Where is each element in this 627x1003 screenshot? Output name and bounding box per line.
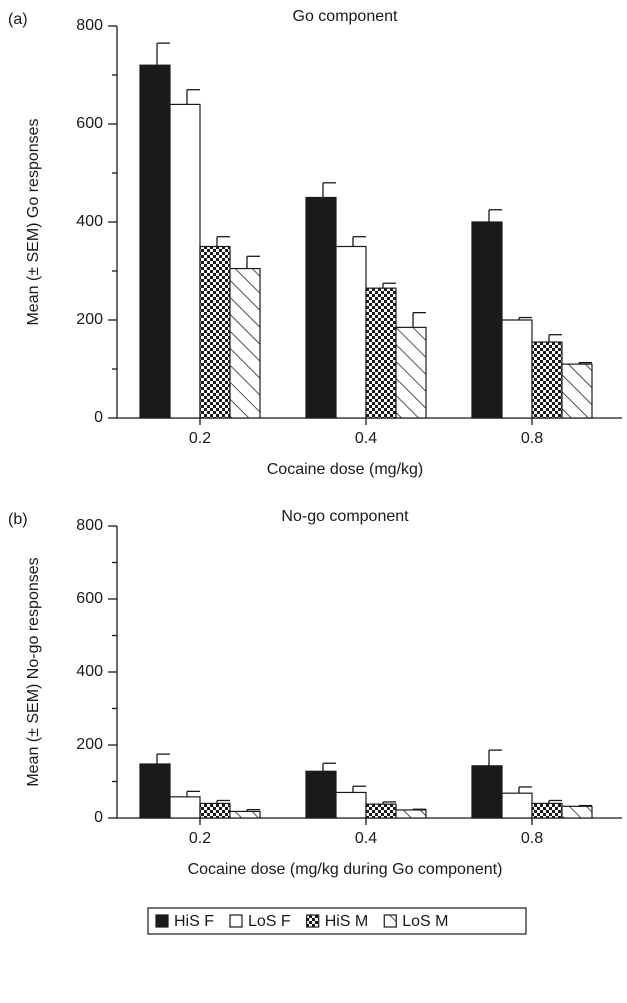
- y-tick-label: 800: [76, 17, 103, 34]
- bar: [305, 196, 337, 419]
- bar: [229, 810, 261, 819]
- bar: [139, 763, 171, 819]
- legend-swatch: [155, 914, 169, 928]
- x-tick-label: 0.8: [521, 830, 543, 847]
- bar: [501, 319, 533, 419]
- bar: [139, 64, 171, 419]
- legend-label: HiS M: [325, 913, 369, 930]
- bar: [199, 245, 231, 419]
- y-tick-label: 600: [76, 115, 103, 132]
- bar: [365, 287, 397, 419]
- bar: [305, 770, 337, 819]
- legend-box: [147, 907, 527, 935]
- x-tick-label: 0.2: [189, 830, 211, 847]
- bar: [395, 326, 427, 419]
- x-tick-label: 0.2: [189, 430, 211, 447]
- y-tick-label: 400: [76, 213, 103, 230]
- legend-swatch: [383, 914, 397, 928]
- bar: [531, 802, 563, 819]
- bar: [561, 363, 593, 419]
- chart-title: Go component: [293, 8, 399, 25]
- legend-swatch: [229, 914, 243, 928]
- bar: [471, 221, 503, 419]
- x-axis-label: Cocaine dose (mg/kg): [267, 461, 424, 478]
- x-tick-label: 0.4: [355, 830, 377, 847]
- legend-swatch: [306, 914, 320, 928]
- panel-label: (b): [8, 511, 28, 528]
- legend-label: LoS M: [402, 913, 448, 930]
- bar: [229, 267, 261, 419]
- bar: [199, 802, 231, 819]
- bar: [501, 792, 533, 819]
- y-tick-label: 400: [76, 663, 103, 680]
- y-axis-label: Mean (± SEM) Go responses: [25, 118, 42, 325]
- bar: [169, 103, 201, 419]
- y-tick-label: 200: [76, 736, 103, 753]
- y-axis-label: Mean (± SEM) No-go responses: [25, 557, 42, 786]
- x-axis-label: Cocaine dose (mg/kg during Go component): [188, 861, 503, 878]
- bar: [395, 809, 427, 819]
- bar: [561, 805, 593, 819]
- bar: [471, 765, 503, 819]
- y-tick-label: 800: [76, 517, 103, 534]
- x-tick-label: 0.8: [521, 430, 543, 447]
- bar: [335, 791, 367, 819]
- y-tick-label: 200: [76, 311, 103, 328]
- y-tick-label: 0: [94, 809, 103, 826]
- legend-label: LoS F: [248, 913, 291, 930]
- chart-title: No-go component: [281, 508, 409, 525]
- panel-label: (a): [8, 11, 28, 28]
- x-tick-label: 0.4: [355, 430, 377, 447]
- legend-label: HiS F: [174, 913, 214, 930]
- y-tick-label: 600: [76, 590, 103, 607]
- y-tick-label: 0: [94, 409, 103, 426]
- bar: [335, 245, 367, 419]
- bar: [365, 803, 397, 819]
- bar: [531, 341, 563, 419]
- bar: [169, 796, 201, 819]
